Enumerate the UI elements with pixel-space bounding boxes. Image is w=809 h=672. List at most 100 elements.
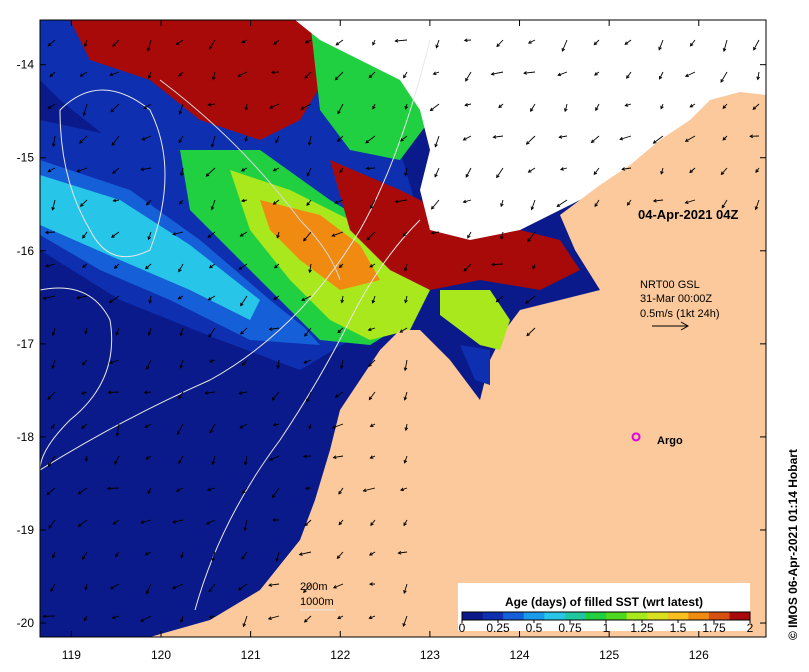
current-arrow-head	[76, 295, 80, 300]
current-arrow	[333, 455, 344, 459]
current-arrow	[52, 199, 56, 211]
current-arrow	[467, 231, 472, 239]
current-arrow	[111, 135, 120, 146]
current-arrow-head	[338, 264, 343, 269]
current-arrow	[299, 551, 312, 556]
current-arrow-head	[80, 391, 85, 395]
current-arrow-head	[530, 108, 534, 112]
current-arrow	[335, 71, 344, 81]
current-arrow	[141, 167, 152, 171]
current-arrow	[46, 487, 56, 495]
current-arrow-head	[47, 396, 52, 400]
current-arrow	[176, 39, 184, 45]
current-arrow-head	[526, 332, 531, 337]
current-arrow	[404, 455, 408, 464]
current-arrow	[404, 263, 408, 271]
current-arrow-head	[626, 75, 630, 79]
current-arrow-head	[208, 588, 213, 593]
current-arrow-head	[243, 527, 248, 532]
credit-label: © IMOS 06-Apr-2021 01:14 Hobart	[786, 449, 800, 640]
current-arrow	[142, 135, 152, 141]
current-arrow	[531, 199, 536, 210]
contour-legend-200m: 200m	[300, 581, 328, 593]
current-arrow-head	[332, 455, 337, 460]
colorbar-swatch	[667, 612, 689, 620]
current-arrow-head	[81, 425, 85, 429]
argo-float-marker: Argo	[631, 432, 683, 447]
current-arrow	[435, 39, 440, 48]
current-arrow-head	[558, 135, 563, 139]
current-arrow-head	[208, 615, 213, 619]
current-arrow	[340, 359, 344, 369]
current-arrow-head	[368, 396, 373, 401]
current-arrow-head	[403, 459, 408, 464]
current-arrow-head	[720, 171, 725, 176]
current-arrow-head	[106, 486, 111, 491]
current-arrow	[496, 167, 504, 178]
current-arrow	[433, 71, 440, 75]
current-arrow-head	[141, 137, 146, 141]
current-arrow-head	[404, 427, 409, 432]
current-arrow	[47, 391, 56, 400]
current-arrow-head	[113, 265, 118, 269]
current-arrow-head	[143, 105, 148, 110]
current-arrow	[560, 167, 568, 170]
current-arrow-head	[306, 202, 310, 207]
current-arrow-head	[271, 397, 276, 401]
colorbar-tick-label: 1.5	[670, 621, 687, 635]
current-arrow	[306, 167, 312, 177]
current-arrow-head	[523, 71, 527, 75]
current-arrow-head	[752, 106, 757, 110]
current-arrow	[526, 135, 536, 145]
current-arrow	[530, 103, 536, 112]
current-arrow	[557, 71, 568, 76]
current-arrow	[303, 455, 312, 457]
colorbar-title: Age (days) of filled SST (wrt latest)	[505, 595, 703, 609]
current-arrow-head	[334, 394, 339, 398]
current-arrow	[689, 167, 696, 173]
current-arrow-head	[307, 142, 312, 146]
current-arrow	[209, 39, 216, 50]
current-source-label: NRT00 GSL	[640, 279, 700, 291]
current-arrow	[238, 583, 248, 591]
current-arrow-head	[207, 234, 212, 238]
current-arrow-head	[50, 588, 54, 593]
current-arrow-head	[302, 454, 307, 459]
current-arrow-head	[402, 623, 406, 627]
current-arrow-head	[79, 203, 84, 207]
current-arrow-head	[111, 615, 116, 620]
current-arrow-head	[144, 551, 149, 556]
current-arrow	[47, 167, 56, 173]
current-arrow	[140, 519, 152, 524]
current-arrow	[145, 551, 152, 556]
current-arrow	[757, 71, 760, 80]
current-arrow-head	[462, 199, 467, 204]
current-arrow	[752, 103, 760, 110]
current-arrow-head	[208, 333, 212, 338]
current-arrow	[148, 71, 152, 79]
current-arrow-head	[47, 168, 52, 173]
current-arrow	[405, 423, 408, 431]
current-arrow	[268, 615, 280, 620]
colorbar-tick-label: 1.25	[630, 621, 654, 635]
current-arrow-head	[340, 365, 344, 370]
current-arrow-head	[139, 618, 144, 622]
current-arrow-head	[370, 522, 374, 527]
current-arrow-head	[51, 143, 56, 148]
current-arrow-head	[240, 302, 244, 307]
current-arrow-head	[79, 140, 83, 144]
current-arrow	[49, 71, 56, 77]
current-arrow-head	[242, 490, 246, 494]
contour-200m-bank	[59, 89, 166, 258]
current-arrow-head	[337, 615, 341, 620]
current-arrow-head	[560, 167, 564, 171]
current-arrow	[145, 455, 152, 460]
current-arrow	[304, 327, 312, 337]
current-arrow	[148, 327, 152, 336]
current-arrow-head	[178, 460, 182, 465]
current-arrow	[180, 327, 184, 336]
current-arrow-head	[178, 200, 183, 205]
current-arrow-head	[527, 238, 531, 243]
colorbar-swatch	[708, 612, 730, 620]
current-arrow-head	[275, 557, 279, 562]
